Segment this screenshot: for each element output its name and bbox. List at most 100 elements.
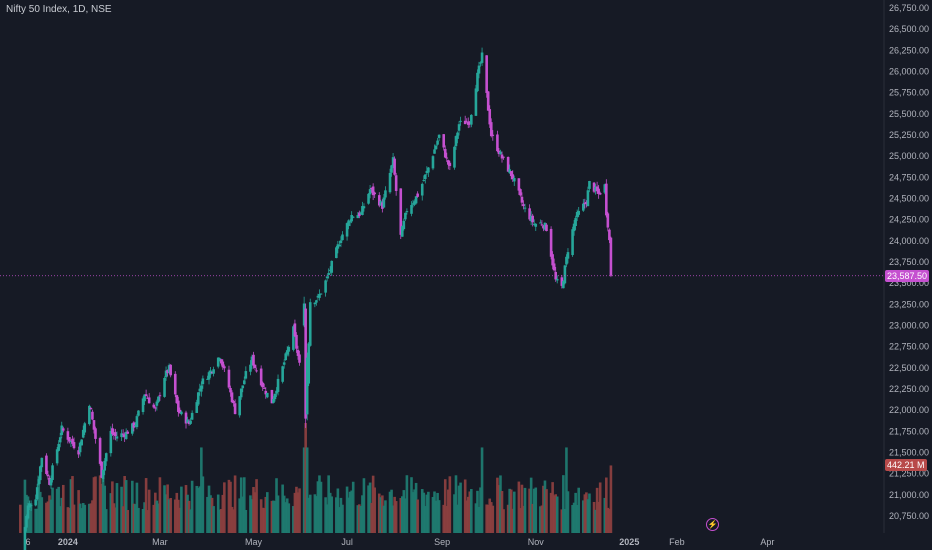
candle-body (34, 499, 37, 506)
candle-body (555, 278, 559, 281)
volume-bar (468, 491, 472, 533)
volume-bar (436, 492, 439, 533)
candle-body (356, 215, 360, 219)
candle-body (572, 223, 576, 232)
candle-body (394, 175, 398, 191)
volume-bar (523, 487, 527, 533)
candle-body (502, 156, 505, 158)
candle-body (575, 211, 579, 218)
candle-body (466, 121, 470, 125)
volume-bar (356, 505, 360, 533)
candle-body (457, 124, 461, 131)
volume-bar (470, 489, 473, 533)
candle-body (551, 254, 554, 266)
candle-body (434, 145, 438, 150)
candle-body (442, 134, 446, 148)
candle-body (506, 156, 510, 172)
volume-bar (135, 482, 139, 533)
volume-bar (83, 504, 87, 533)
volume-bar (46, 501, 50, 533)
candle-body (606, 213, 610, 228)
volume-bar (298, 488, 301, 533)
volume-bar (384, 500, 387, 533)
volume-bar (270, 500, 274, 533)
volume-bar (528, 488, 531, 533)
volume-bar (305, 447, 309, 533)
y-tick-label: 20,750.00 (889, 511, 929, 521)
volume-bar (586, 499, 590, 533)
candle-body (212, 369, 215, 374)
volume-bar (496, 477, 499, 533)
candle-body (371, 186, 375, 196)
candle-body (608, 229, 611, 241)
candle-body (155, 401, 159, 406)
volume-bar (35, 508, 39, 533)
volume-bar (402, 490, 406, 533)
candle-body (68, 437, 71, 442)
volume-bar (282, 495, 286, 533)
candle-body (144, 394, 148, 396)
volume-bar (560, 509, 564, 533)
candle-body (210, 372, 214, 374)
volume-bar (155, 500, 159, 533)
candle-body (177, 400, 180, 412)
candle-body (100, 461, 103, 478)
volume-bar (603, 497, 607, 533)
volume-bar (532, 488, 536, 533)
volume-bar (209, 495, 212, 533)
candle-body (112, 432, 116, 436)
volume-bar (94, 476, 97, 533)
volume-bar (491, 505, 495, 533)
volume-bar (223, 482, 226, 533)
volume-bar (370, 502, 373, 533)
volume-bar (359, 505, 363, 533)
volume-bar (134, 504, 137, 533)
volume-bar (522, 505, 525, 533)
candle-body (496, 134, 499, 152)
volume-bar (341, 504, 344, 533)
candle-body (69, 440, 73, 442)
candle-body (345, 223, 349, 237)
volume-bar (273, 500, 277, 533)
lightning-icon[interactable]: ⚡ (706, 518, 719, 531)
volume-bar (190, 480, 194, 533)
volume-bar (466, 496, 470, 533)
candle-body (45, 455, 48, 474)
candle-body (361, 206, 364, 216)
candle-body (436, 140, 439, 145)
volume-bar (336, 488, 340, 533)
volume-bar (437, 500, 441, 533)
volume-bar (244, 509, 248, 533)
candle-body (512, 178, 516, 182)
volume-bar (66, 507, 70, 533)
candle-body (123, 434, 126, 437)
candle-body (227, 369, 231, 388)
volume-bar (390, 489, 393, 533)
y-tick-label: 24,000.00 (889, 236, 929, 246)
volume-bar (502, 509, 505, 533)
volume-bar (457, 485, 461, 533)
candle-body (577, 210, 581, 215)
y-tick-label: 25,000.00 (889, 151, 929, 161)
volume-bar (261, 507, 265, 533)
volume-bar (575, 504, 579, 533)
volume-bar (373, 487, 376, 533)
volume-bar (555, 496, 559, 533)
volume-bar (276, 495, 280, 533)
volume-bar (233, 475, 237, 533)
candle-body (302, 303, 306, 326)
candle-body (509, 171, 513, 177)
candle-body (135, 416, 139, 428)
volume-bar (416, 499, 419, 533)
candle-body (347, 220, 350, 227)
candle-body (595, 186, 599, 192)
candle-body (272, 398, 275, 403)
candle-body (187, 421, 191, 424)
candle-body (565, 256, 568, 265)
candle-body (313, 302, 317, 305)
candle-body (459, 120, 462, 122)
volume-bar (121, 506, 125, 533)
candle-body (28, 503, 31, 508)
volume-bar (101, 477, 105, 533)
